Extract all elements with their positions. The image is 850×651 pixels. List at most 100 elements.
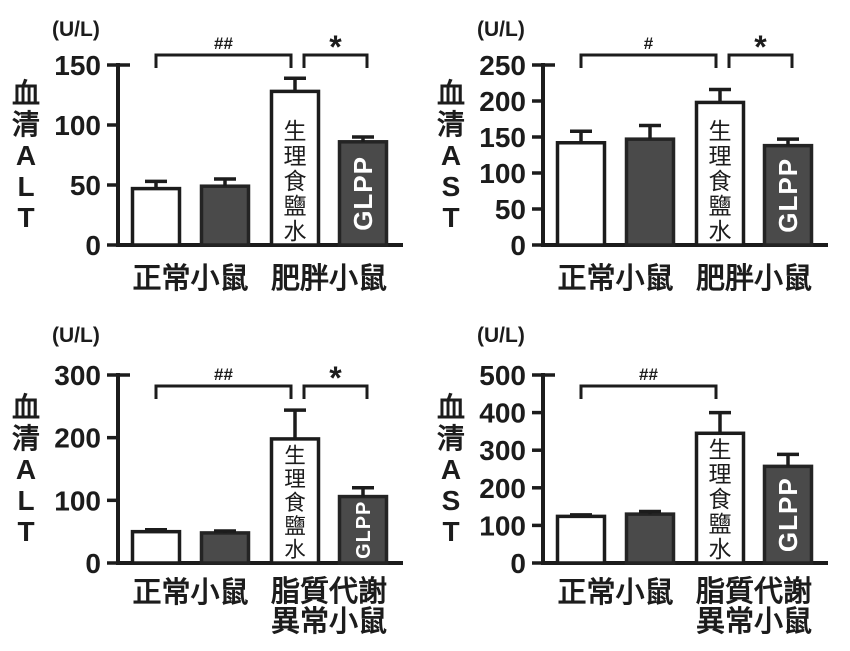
significance-bracket [579,53,718,68]
y-tick-label: 100 [479,510,526,541]
bar-label-saline-char: 理 [709,461,732,487]
y-tick-label: 150 [479,122,526,153]
significance-label: ## [639,365,658,384]
y-axis-title-char: L [17,485,34,516]
y-axis-title-char: 血 [12,391,40,423]
significance-bracket [727,53,794,68]
y-axis-title-char: A [441,454,461,485]
bar-label-saline-char: 食 [284,168,307,194]
bar [694,431,746,565]
bar-label-saline-char: 理 [709,143,732,169]
unit-label: (U/L) [477,18,525,41]
y-axis-title-char: 血 [437,391,465,423]
y-tick-label: 200 [479,86,526,117]
y-axis-title-char: A [441,140,461,171]
y-axis-title-char: S [442,485,461,516]
bar [694,100,746,247]
bar [762,143,814,247]
y-tick-label: 0 [85,548,101,579]
y-axis-title-char: T [442,202,459,233]
y-tick-label: 0 [510,230,526,261]
unit-label: (U/L) [52,324,100,347]
bar-label-glpp: GLPP [773,158,803,233]
bar-label-saline-char: 食 [709,168,732,194]
y-axis-title-char: 血 [437,77,465,109]
category-label: 異常小鼠 [271,605,387,638]
y-tick-label: 0 [510,548,526,579]
bar-label-saline-char: 鹽 [284,514,306,538]
y-tick-label: 200 [479,473,526,504]
bar [624,512,676,565]
bar-label-saline-char: 生 [709,436,732,462]
y-axis-title-char: L [17,171,34,202]
y-tick-label: 0 [85,230,101,261]
bar [555,514,607,565]
y-tick-label: 100 [479,158,526,189]
y-tick-label: 100 [54,110,101,141]
y-tick-label: 300 [479,435,526,466]
y-axis-title-char: 清 [437,109,465,140]
category-label: 肥胖小鼠 [271,262,387,295]
y-tick-label: 200 [54,423,101,454]
category-label: 正常小鼠 [557,576,673,609]
bar-label-saline-char: 食 [284,491,306,515]
bar [555,141,607,247]
category-label: 異常小鼠 [696,605,812,638]
bar-label-saline-char: 理 [284,467,306,491]
significance-bracket [154,53,293,68]
y-axis-title-char: 清 [12,423,40,454]
bar-label-saline-char: 理 [284,143,307,169]
y-axis-title-char: T [17,516,34,547]
y-axis-title-char: 血 [12,77,40,109]
bar-label-saline-char: 水 [284,218,307,244]
y-axis-title-char: 清 [12,109,40,140]
bar-label-glpp: GLPP [353,501,375,559]
bar [130,529,182,565]
bar [269,437,321,565]
bar [199,184,251,247]
bar-label-glpp: GLPP [773,477,803,552]
significance-label: ## [214,365,233,384]
bar-label-saline-char: 食 [709,486,732,512]
chart-panel-serum-alt-obese: 血清 A L T (U/L) 0 50 100 150 生理食鹽水 GLPP ## * 正常小鼠 肥胖小鼠 [0,0,425,305]
significance-label: # [644,34,654,53]
bar [199,531,251,565]
bar-label-saline-char: 鹽 [284,193,307,219]
y-tick-label: 400 [479,398,526,429]
bar-label-saline-char: 水 [709,218,732,244]
significance-label: * [329,360,342,396]
y-tick-label: 100 [54,485,101,516]
y-axis-title-char: 清 [437,423,465,454]
y-tick-label: 500 [479,360,526,391]
y-tick-label: 300 [54,360,101,391]
bar-label-saline-char: 水 [284,538,306,562]
unit-label: (U/L) [52,18,100,41]
bar-label-saline-char: 生 [284,118,307,144]
bar-label-saline-char: 生 [709,118,732,144]
significance-bracket [154,384,293,399]
unit-label: (U/L) [477,324,525,347]
significance-bracket [579,384,718,399]
y-tick-label: 50 [495,194,526,225]
y-axis-title-char: A [16,454,36,485]
significance-label: ## [214,34,233,53]
significance-bracket [302,53,369,68]
chart-panel-serum-ast-lipid: 血清 A S T (U/L) 0 100 200 300 400 500 生理食鹽水 GLPP ## 正常小… [425,300,850,651]
bar-label-saline-char: 鹽 [709,193,732,219]
significance-label: * [329,29,342,65]
category-label: 正常小鼠 [132,262,248,295]
bar-label-glpp: GLPP [348,156,378,231]
y-tick-label: 250 [479,50,526,81]
bar [269,89,321,247]
y-axis-title-char: T [442,516,459,547]
significance-label: * [754,29,767,65]
category-label: 脂質代謝 [271,575,387,608]
